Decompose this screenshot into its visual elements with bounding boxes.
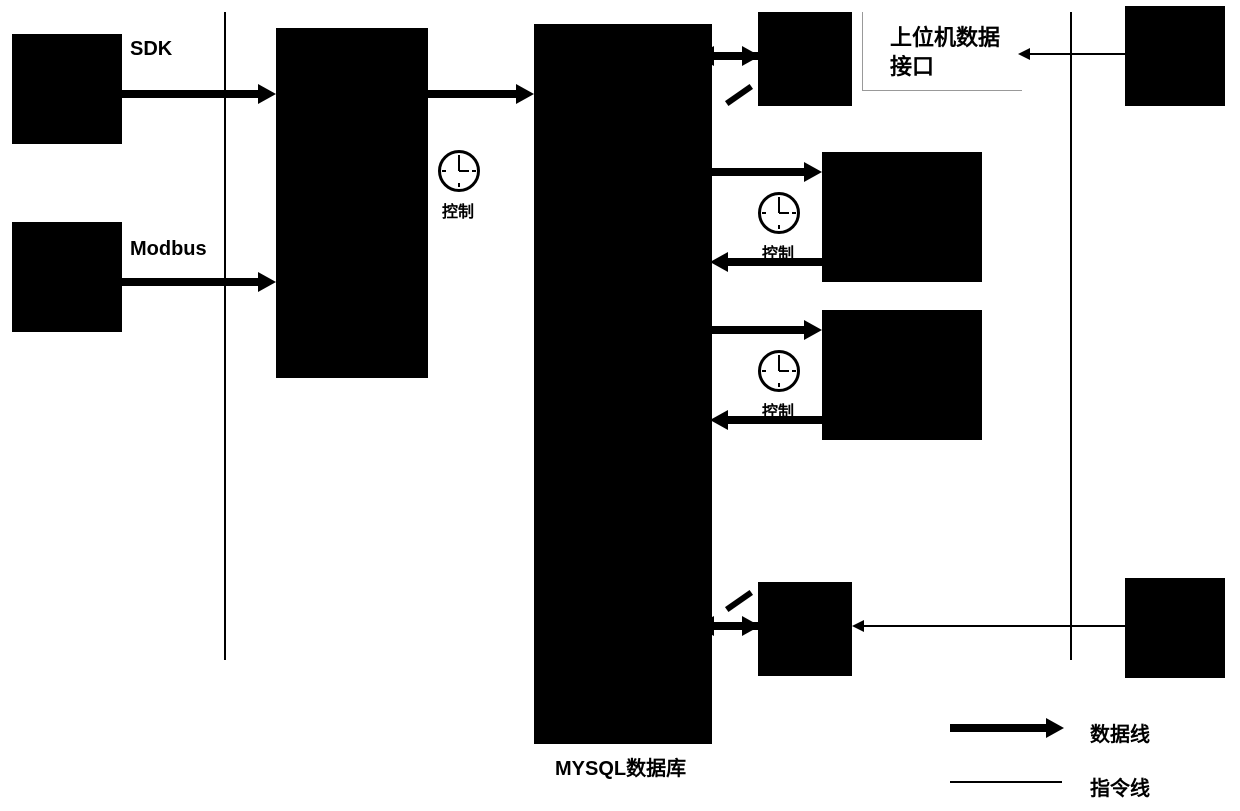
- legend-cmd-line: [950, 781, 1062, 783]
- clock-icon-3: [758, 350, 800, 392]
- line-middle-db: [428, 90, 520, 98]
- arrow-db-smalltop-r: [742, 46, 760, 66]
- small-bottom-box: [758, 582, 852, 676]
- diag-bottom: [725, 590, 753, 612]
- arrow-modbus-middle: [258, 272, 276, 292]
- legend-data-line: [950, 724, 1050, 732]
- arrow-middle-db: [516, 84, 534, 104]
- legend-data-label: 数据线: [1090, 718, 1150, 747]
- line-sdk-middle: [122, 90, 262, 98]
- right-mid2-box: [822, 310, 982, 440]
- legend-cmd-label: 指令线: [1090, 772, 1150, 801]
- arrow-db-smallbot-l: [696, 616, 714, 636]
- db-box: [534, 24, 712, 744]
- small-top-box: [758, 12, 852, 106]
- arrow-sdk-middle: [258, 84, 276, 104]
- arrow-fartop-hostif: [1018, 48, 1030, 60]
- modbus-label: Modbus: [130, 238, 207, 261]
- arrow-farbot-smallbot: [852, 620, 864, 632]
- line-modbus-middle: [122, 278, 262, 286]
- separator-right: [1070, 12, 1072, 660]
- clock-icon-1: [438, 150, 480, 192]
- clock-label-2: 控制: [762, 240, 794, 264]
- arrow-db-mid2t: [804, 320, 822, 340]
- line-db-mid1t: [712, 168, 808, 176]
- far-top-box: [1125, 6, 1225, 106]
- separator-host-if: [862, 12, 863, 90]
- arrow-db-smallbot-r: [742, 616, 760, 636]
- clock-icon-2: [758, 192, 800, 234]
- separator-host-if-under: [862, 90, 1022, 91]
- clock-label-3: 控制: [762, 398, 794, 422]
- legend-data-arrow: [1046, 718, 1064, 738]
- sdk-label: SDK: [130, 38, 172, 61]
- middle-box: [276, 28, 428, 378]
- line-farbot-smallbot: [862, 625, 1125, 627]
- arrow-mid1b-db: [710, 252, 728, 272]
- right-mid1-box: [822, 152, 982, 282]
- far-bottom-box: [1125, 578, 1225, 678]
- arrow-db-smalltop-l: [696, 46, 714, 66]
- sdk-box: [12, 34, 122, 144]
- clock-label-1: 控制: [442, 198, 474, 222]
- separator-left: [224, 12, 226, 660]
- arrow-mid2b-db: [710, 410, 728, 430]
- diag-top: [725, 84, 753, 106]
- line-fartop-hostif: [1028, 53, 1125, 55]
- db-label: MYSQL数据库: [555, 752, 686, 781]
- host-if-label: 上位机数据接口: [890, 24, 1020, 81]
- arrow-db-mid1t: [804, 162, 822, 182]
- modbus-box: [12, 222, 122, 332]
- line-db-mid2t: [712, 326, 808, 334]
